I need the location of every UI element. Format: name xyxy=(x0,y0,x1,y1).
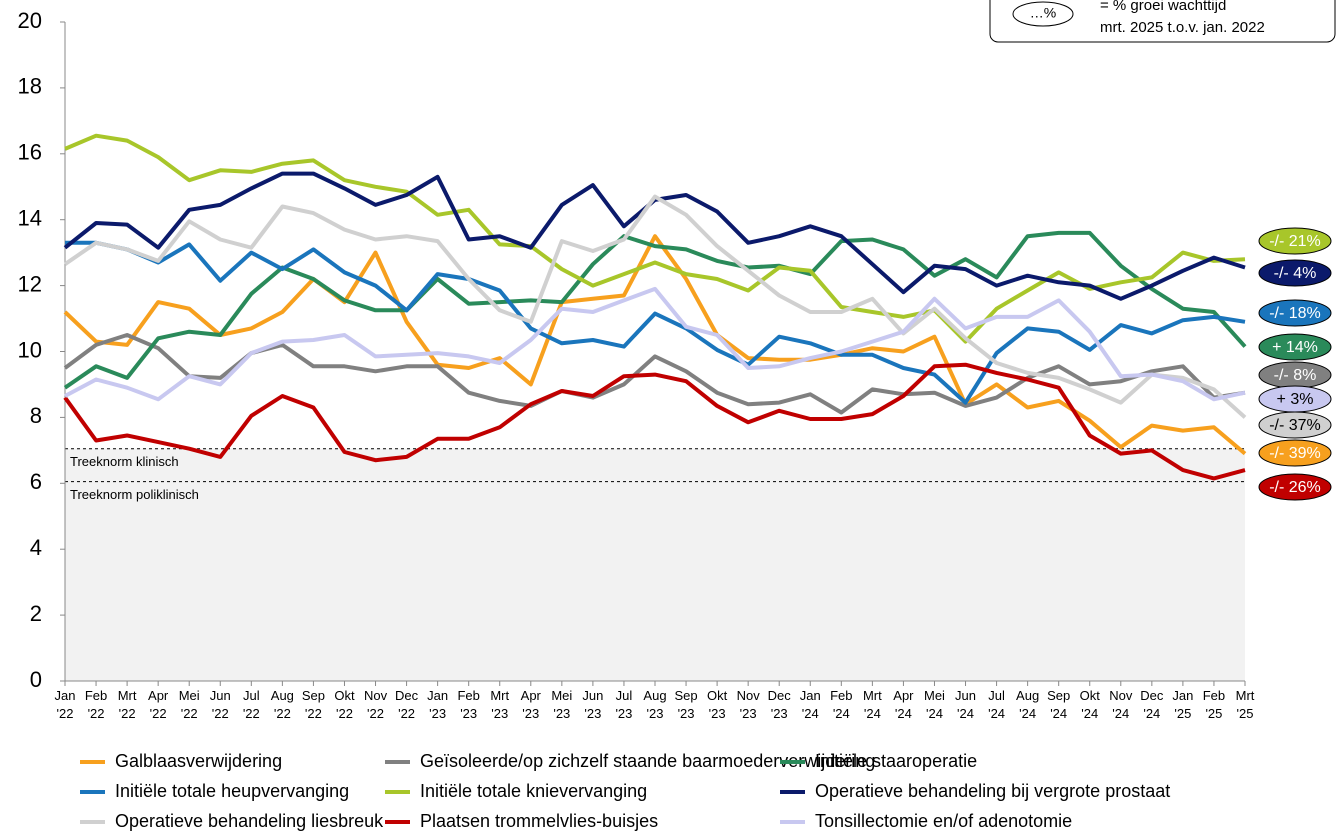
x-tick-label: Mei '22 xyxy=(178,688,200,721)
end-label-oval xyxy=(1258,385,1332,413)
x-tick-label: Nov '22 xyxy=(363,688,388,721)
legend-label: Operatieve behandeling liesbreuk xyxy=(115,811,384,831)
end-label-oval xyxy=(1258,227,1332,255)
reference-label: Treeknorm poliklinisch xyxy=(70,487,199,502)
x-tick-label: Jul '22 xyxy=(242,688,260,721)
legend-label: Galblaasverwijdering xyxy=(115,751,282,771)
legend-label: Geïsoleerde/op zichzelf staande baarmoed… xyxy=(420,751,875,771)
legend-label: Tonsillectomie en/of adenotomie xyxy=(815,811,1072,831)
reference-label: Treeknorm klinisch xyxy=(70,454,179,469)
y-tick-label: 14 xyxy=(18,206,42,231)
x-tick-label: Nov '24 xyxy=(1109,688,1133,721)
x-tick-label: Mrt '24 xyxy=(862,688,882,721)
x-tick-label: Jun '22 xyxy=(209,688,231,721)
x-tick-label: Mei '24 xyxy=(923,688,945,721)
y-tick-label: 20 xyxy=(18,8,42,33)
y-tick-label: 4 xyxy=(30,535,42,560)
x-tick-label: Aug '22 xyxy=(270,688,294,721)
y-tick-label: 18 xyxy=(18,74,42,99)
x-tick-label: Nov '23 xyxy=(736,688,760,721)
key-box xyxy=(989,0,1336,43)
y-tick-label: 8 xyxy=(30,403,42,428)
x-tick-label: Dec '23 xyxy=(767,688,791,721)
key-text: mrt. 2025 t.o.v. jan. 2022 xyxy=(1100,19,1265,36)
x-tick-label: Jan '24 xyxy=(799,688,821,721)
end-label: + 14% xyxy=(1272,339,1318,356)
y-tick-label: 12 xyxy=(18,271,42,296)
x-tick-label: Mrt '25 xyxy=(1235,688,1255,721)
key-oval xyxy=(1012,1,1074,27)
x-tick-label: Okt '23 xyxy=(706,688,728,721)
x-tick-label: Feb '24 xyxy=(830,688,853,721)
x-tick-label: Aug '23 xyxy=(643,688,667,721)
x-tick-label: Mrt '22 xyxy=(117,688,137,721)
legend-label: Operatieve behandeling bij vergrote pros… xyxy=(815,781,1170,801)
x-tick-label: Feb '23 xyxy=(457,688,480,721)
end-label-oval xyxy=(1258,259,1332,287)
y-tick-label: 0 xyxy=(30,667,42,692)
end-label: -/- 21% xyxy=(1269,233,1321,250)
series-line xyxy=(64,286,1246,402)
y-tick-label: 2 xyxy=(30,601,42,626)
x-tick-label: Sep '24 xyxy=(1047,688,1071,721)
series-line xyxy=(63,362,1246,481)
end-label-oval xyxy=(1258,299,1332,327)
end-label: -/- 26% xyxy=(1269,479,1321,496)
x-tick-label: Jun '23 xyxy=(582,688,604,721)
end-label-oval xyxy=(1258,473,1332,501)
end-label: + 3% xyxy=(1277,391,1314,408)
legend-label: Initiële staaroperatie xyxy=(815,751,977,771)
norm-area xyxy=(65,448,1245,681)
end-label: -/- 18% xyxy=(1269,305,1321,322)
x-tick-label: Apr '22 xyxy=(148,688,169,721)
series-line xyxy=(63,230,1247,390)
end-label: -/- 37% xyxy=(1269,417,1321,434)
end-label: -/- 39% xyxy=(1269,445,1321,462)
legend-label: Initiële totale knievervanging xyxy=(420,781,647,801)
end-label-oval xyxy=(1258,333,1332,361)
x-tick-label: Sep '23 xyxy=(674,688,698,721)
key-text: = % groei wachttijd xyxy=(1100,0,1226,14)
end-label: -/- 4% xyxy=(1274,265,1317,282)
x-tick-label: Dec '24 xyxy=(1140,688,1164,721)
x-tick-label: Jan '22 xyxy=(54,688,76,721)
x-tick-label: Feb '22 xyxy=(84,688,108,721)
x-tick-label: Sep '22 xyxy=(301,688,325,721)
end-label-oval xyxy=(1258,439,1332,467)
x-tick-label: Jul '23 xyxy=(615,688,633,721)
x-tick-label: Jan '23 xyxy=(427,688,449,721)
x-tick-label: Jan '25 xyxy=(1172,688,1194,721)
x-tick-label: Jul '24 xyxy=(988,688,1006,721)
x-tick-label: Mei '23 xyxy=(551,688,573,721)
series-line xyxy=(63,234,1247,456)
x-tick-label: Mrt '23 xyxy=(490,688,510,721)
x-tick-label: Apr '24 xyxy=(893,688,914,721)
x-tick-label: Feb '25 xyxy=(1202,688,1226,721)
y-tick-label: 16 xyxy=(18,140,42,165)
series-line xyxy=(63,194,1247,419)
legend-label: Initiële totale heupvervanging xyxy=(115,781,349,801)
y-tick-label: 10 xyxy=(18,337,42,362)
series-line xyxy=(65,240,1246,405)
x-tick-label: Dec '22 xyxy=(395,688,419,721)
y-tick-label: 6 xyxy=(30,469,42,494)
x-tick-label: Apr '23 xyxy=(520,688,541,721)
legend-label: Plaatsen trommelvlies-buisjes xyxy=(420,811,658,831)
key-symbol: …% xyxy=(1030,5,1056,21)
x-tick-label: Okt '24 xyxy=(1079,688,1100,721)
x-tick-label: Aug '24 xyxy=(1016,688,1040,721)
x-tick-label: Okt '22 xyxy=(334,688,355,721)
x-tick-label: Jun '24 xyxy=(955,688,976,721)
end-label: -/- 8% xyxy=(1274,367,1317,384)
